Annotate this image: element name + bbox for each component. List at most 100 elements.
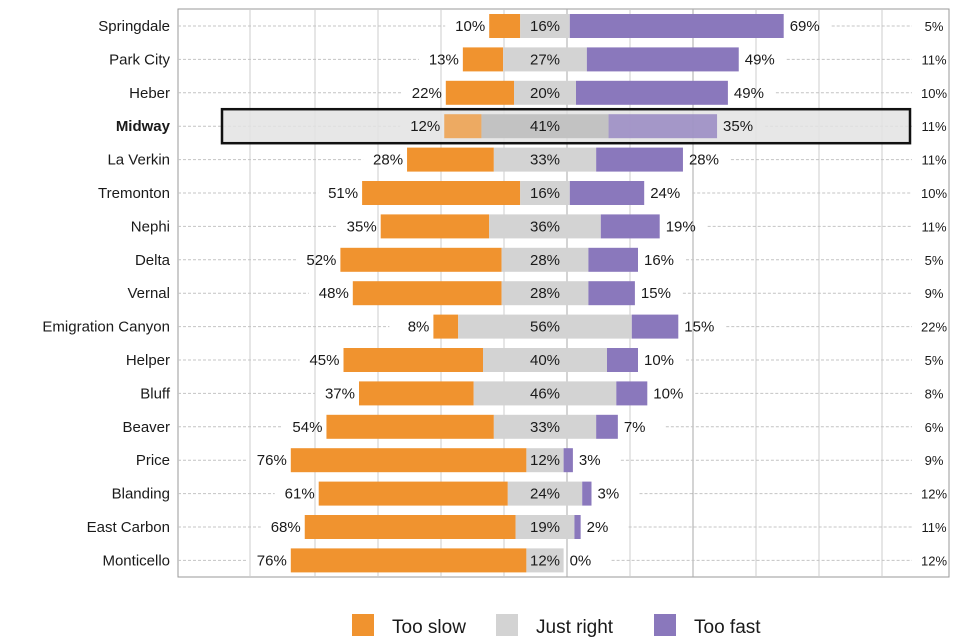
bar-too-fast — [600, 214, 660, 239]
bar-too-slow — [362, 181, 521, 205]
label-too-fast: 0% — [570, 552, 592, 569]
legend: Too slow Just right Too fast — [352, 614, 761, 638]
label-too-slow: 52% — [306, 252, 336, 269]
label-too-slow: 28% — [373, 152, 403, 169]
value-labels: 10% 16% 69%13% 27% 49%22% 20% 49%12% 41% 35%28% 3… — [257, 18, 820, 569]
label-just-right: 46% — [530, 385, 560, 402]
bar-too-slow — [433, 314, 459, 339]
label-too-slow: 51% — [328, 185, 358, 202]
label-just-right: 24% — [530, 486, 560, 503]
other-value-label: 12% — [921, 487, 947, 502]
other-value-label: 12% — [921, 553, 947, 568]
other-value-label: 6% — [925, 420, 944, 435]
other-value-label: 10% — [921, 186, 947, 201]
label-just-right: 28% — [530, 285, 560, 302]
category-label: Price — [136, 452, 170, 469]
category-label: Helper — [126, 352, 170, 369]
label-just-right: 27% — [530, 51, 560, 68]
label-too-fast: 10% — [653, 385, 683, 402]
bar-too-fast — [607, 348, 638, 372]
label-too-slow: 22% — [412, 85, 442, 102]
label-too-slow: 35% — [347, 218, 377, 235]
category-label: Emigration Canyon — [42, 319, 170, 336]
category-label: Delta — [135, 252, 171, 269]
label-too-slow: 48% — [319, 285, 349, 302]
bar-too-fast — [588, 281, 635, 306]
category-label: Tremonton — [98, 185, 170, 202]
bar-just-right — [501, 247, 589, 272]
label-just-right: 41% — [530, 118, 560, 135]
bar-just-right — [493, 414, 597, 439]
bar-just-right — [483, 348, 607, 372]
category-label: Midway — [116, 118, 171, 135]
bar-too-fast — [569, 181, 645, 205]
label-just-right: 36% — [530, 218, 560, 235]
label-just-right: 28% — [530, 252, 560, 269]
label-too-slow: 37% — [325, 385, 355, 402]
label-too-slow: 8% — [408, 319, 430, 336]
label-too-fast: 15% — [641, 285, 671, 302]
label-too-slow: 76% — [257, 552, 287, 569]
bar-too-slow — [304, 515, 516, 539]
label-just-right: 19% — [530, 519, 560, 536]
bar-too-fast — [582, 481, 592, 506]
label-too-fast: 28% — [689, 152, 719, 169]
bar-too-slow — [445, 80, 514, 105]
bar-too-fast — [596, 147, 683, 172]
label-too-fast: 49% — [745, 51, 775, 68]
bar-just-right — [503, 47, 587, 72]
label-too-slow: 13% — [429, 51, 459, 68]
legend-label: Too slow — [392, 617, 466, 638]
label-just-right: 20% — [530, 85, 560, 102]
bar-too-slow — [489, 14, 521, 38]
label-too-slow: 10% — [455, 18, 485, 35]
legend-swatch — [496, 614, 518, 636]
category-label: Heber — [129, 85, 170, 102]
bar-too-fast — [631, 314, 679, 339]
category-label: East Carbon — [87, 519, 170, 536]
category-label: La Verkin — [107, 152, 170, 169]
category-label: Beaver — [122, 419, 170, 436]
category-label: Monticello — [102, 552, 170, 569]
bar-too-slow — [407, 147, 494, 172]
bar-too-fast — [588, 247, 638, 272]
label-too-fast: 49% — [734, 85, 764, 102]
bar-too-slow — [352, 281, 502, 306]
label-too-fast: 16% — [644, 252, 674, 269]
bar-just-right — [520, 14, 570, 38]
category-label: Vernal — [127, 285, 170, 302]
label-too-slow: 45% — [309, 352, 339, 369]
label-too-slow: 76% — [257, 452, 287, 469]
category-label: Blanding — [112, 486, 170, 503]
other-value-label: 5% — [925, 253, 944, 268]
bar-too-fast — [563, 448, 573, 473]
bar-too-fast — [576, 80, 728, 105]
bar-just-right — [493, 147, 597, 172]
label-too-fast: 24% — [650, 185, 680, 202]
legend-label: Too fast — [694, 617, 761, 638]
bar-too-fast — [608, 114, 718, 139]
bar-too-fast — [569, 14, 784, 38]
label-too-slow: 12% — [410, 118, 440, 135]
category-label: Springdale — [98, 18, 170, 35]
bar-just-right — [458, 314, 632, 339]
bar-too-slow — [359, 381, 474, 406]
label-just-right: 33% — [530, 419, 560, 436]
bar-just-right — [501, 281, 589, 306]
bars — [290, 14, 784, 573]
category-label: Nephi — [131, 218, 170, 235]
bar-just-right — [481, 114, 609, 139]
bar-too-slow — [290, 548, 527, 573]
bar-just-right — [507, 481, 583, 506]
other-value-label: 5% — [925, 353, 944, 368]
other-value-label: 5% — [925, 19, 944, 34]
bar-too-fast — [616, 381, 648, 406]
bar-too-fast — [586, 47, 739, 72]
bar-just-right — [489, 214, 601, 239]
other-value-label: 9% — [925, 453, 944, 468]
label-just-right: 12% — [530, 452, 560, 469]
other-value-label: 11% — [921, 52, 946, 67]
label-too-fast: 10% — [644, 352, 674, 369]
label-just-right: 40% — [530, 352, 560, 369]
bar-just-right — [514, 80, 576, 105]
